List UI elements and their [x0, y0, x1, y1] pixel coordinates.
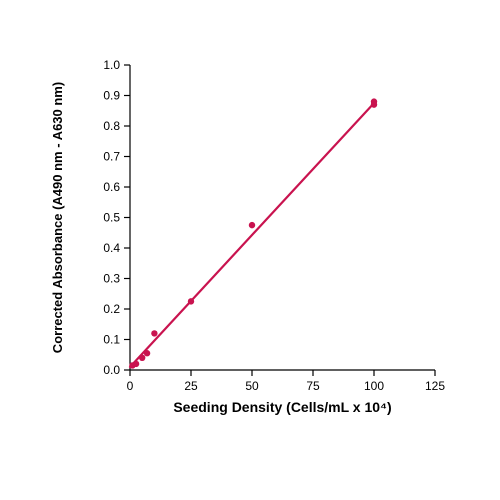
- data-point: [139, 355, 145, 361]
- y-tick-label: 0.3: [103, 272, 120, 286]
- data-point: [133, 361, 139, 367]
- y-tick-label: 0.7: [103, 150, 120, 164]
- x-tick-label: 25: [184, 379, 198, 393]
- y-tick-label: 0.9: [103, 89, 120, 103]
- x-tick-label: 100: [364, 379, 384, 393]
- y-tick-label: 0.1: [103, 333, 120, 347]
- y-tick-label: 0.0: [103, 363, 120, 377]
- x-tick-label: 0: [127, 379, 134, 393]
- y-tick-label: 0.2: [103, 302, 120, 316]
- absorbance-vs-seeding-density-chart: 0 25 50 75 100 125 0.0 0.1 0.2 0.3 0.4 0.5 0.6 0.7 0.8…: [0, 0, 500, 500]
- x-tick-label: 75: [306, 379, 320, 393]
- data-point: [144, 350, 150, 356]
- x-axis-label: Seeding Density (Cells/mL x 10⁴): [173, 399, 391, 415]
- y-tick-label: 0.6: [103, 180, 120, 194]
- fit-line: [130, 103, 374, 367]
- y-tick-label: 1.0: [103, 58, 120, 72]
- x-tick-label: 125: [425, 379, 445, 393]
- data-point: [188, 298, 194, 304]
- y-axis-label: Corrected Absorbance (A490 nm - A630 nm): [50, 82, 65, 353]
- y-tick-label: 0.4: [103, 241, 120, 255]
- y-tick-label: 0.5: [103, 211, 120, 225]
- data-point: [249, 222, 255, 228]
- data-point: [371, 98, 377, 104]
- data-point: [151, 330, 157, 336]
- x-tick-label: 50: [245, 379, 259, 393]
- y-tick-label: 0.8: [103, 119, 120, 133]
